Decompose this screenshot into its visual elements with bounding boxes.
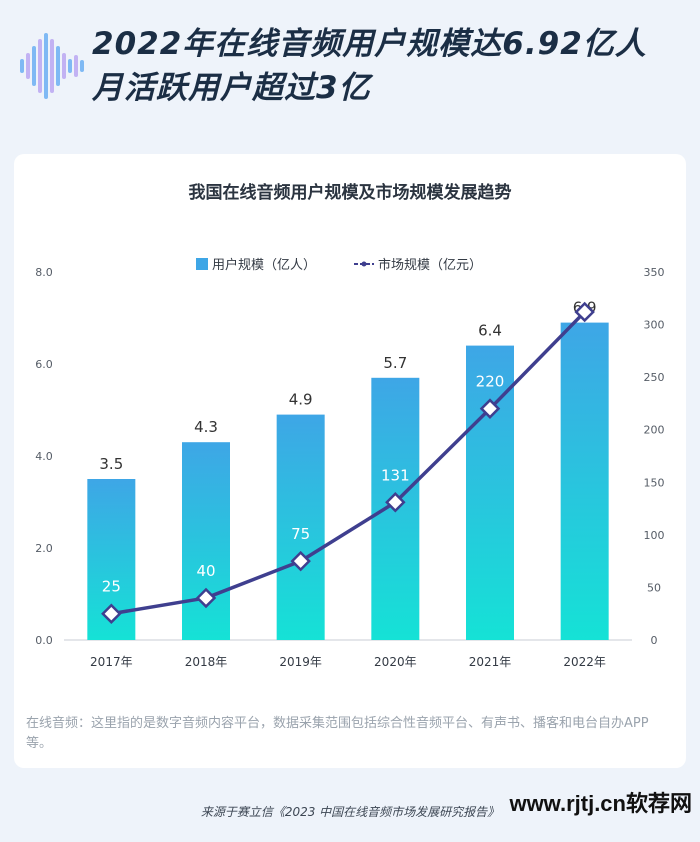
line-value-label: 220 xyxy=(476,373,505,391)
chart-card: 我国在线音频用户规模及市场规模发展趋势用户规模（亿人） 市场规模（亿元） 0.0 2.… xyxy=(14,154,686,768)
watermark: www.rjtj.cn软荐网 xyxy=(509,791,692,816)
headline-line-1: 2022年在线音频用户规模达6.92亿人 xyxy=(92,26,647,62)
bar-value-label: 4.9 xyxy=(289,391,313,409)
x-tick-label: 2022年 xyxy=(563,655,606,669)
y-left-tick-label: 2.0 xyxy=(35,542,53,555)
legend-label-market-scale: 市场规模（亿元） xyxy=(378,257,482,273)
waveform-bar xyxy=(74,55,78,77)
y-right-tick-label: 300 xyxy=(644,319,665,332)
y-right-tick-label: 0 xyxy=(651,634,658,647)
y-left-tick-label: 6.0 xyxy=(35,358,53,371)
chart-title: 我国在线音频用户规模及市场规模发展趋势 xyxy=(189,182,512,203)
waveform-bar xyxy=(80,60,84,72)
y-right-tick-label: 200 xyxy=(644,424,665,437)
legend-swatch-bar xyxy=(196,258,208,270)
line-point-marker xyxy=(385,492,406,513)
bar-value-label: 3.5 xyxy=(99,455,123,473)
bar-user-scale xyxy=(182,442,230,640)
line-value-label: 131 xyxy=(381,466,410,484)
headline-line-2: 月活跃用户超过3亿 xyxy=(92,70,371,106)
line-market-scale xyxy=(111,310,586,616)
line-value-label: 75 xyxy=(291,525,310,543)
bar-value-label: 4.3 xyxy=(194,418,218,436)
headline: 2022年在线音频用户规模达6.92亿人 月活跃用户超过3亿 xyxy=(92,22,692,110)
line-value-label: 312 xyxy=(570,276,599,294)
waveform-bar xyxy=(56,46,60,86)
footnote: 在线音频：这里指的是数字音频内容平台，数据采集范围包括综合性音频平台、有声书、播… xyxy=(26,716,649,751)
legend-label-user-scale: 用户规模（亿人） xyxy=(212,257,316,273)
x-tick-label: 2019年 xyxy=(279,655,322,669)
line-value-label: 25 xyxy=(102,578,121,596)
audio-waveform-icon xyxy=(18,30,90,102)
source-citation: 来源于赛立信《2023 中国在线音频市场发展研究报告》 xyxy=(200,805,500,819)
y-right-tick-label: 250 xyxy=(644,371,665,384)
bar-value-label: 5.7 xyxy=(383,354,407,372)
y-left-tick-label: 8.0 xyxy=(35,266,53,279)
waveform-bar xyxy=(26,53,30,79)
y-right-tick-label: 100 xyxy=(644,529,665,542)
y-left-tick-label: 0.0 xyxy=(35,634,53,647)
y-right-tick-label: 50 xyxy=(647,581,661,594)
y-left-tick-label: 4.0 xyxy=(35,450,53,463)
x-tick-label: 2018年 xyxy=(185,655,228,669)
waveform-bar xyxy=(38,39,42,93)
bar-value-label: 6.4 xyxy=(478,322,502,340)
waveform-bar xyxy=(44,33,48,99)
line-point-marker xyxy=(479,398,501,419)
waveform-bar xyxy=(62,53,66,79)
line-value-label: 40 xyxy=(196,562,215,580)
line-point-marker xyxy=(101,603,122,624)
waveform-bar xyxy=(20,59,24,73)
x-tick-label: 2020年 xyxy=(374,655,417,669)
waveform-bar xyxy=(50,39,54,93)
line-point-marker xyxy=(195,587,217,609)
x-tick-label: 2021年 xyxy=(469,655,512,669)
legend-swatch-dot xyxy=(361,261,367,267)
bar-user-scale xyxy=(560,322,609,640)
x-tick-label: 2017年 xyxy=(90,655,133,669)
line-point-marker xyxy=(290,550,311,572)
y-right-tick-label: 350 xyxy=(644,266,665,279)
bar-user-scale xyxy=(276,414,325,640)
y-right-tick-label: 150 xyxy=(644,476,665,489)
line-point-marker xyxy=(574,301,595,323)
waveform-bar xyxy=(68,59,72,73)
waveform-bar xyxy=(32,46,36,86)
